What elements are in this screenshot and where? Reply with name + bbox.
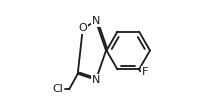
Text: F: F <box>141 67 147 77</box>
Text: N: N <box>91 75 100 85</box>
Text: O: O <box>78 23 87 33</box>
Text: N: N <box>91 16 100 26</box>
Text: Cl: Cl <box>52 84 63 94</box>
